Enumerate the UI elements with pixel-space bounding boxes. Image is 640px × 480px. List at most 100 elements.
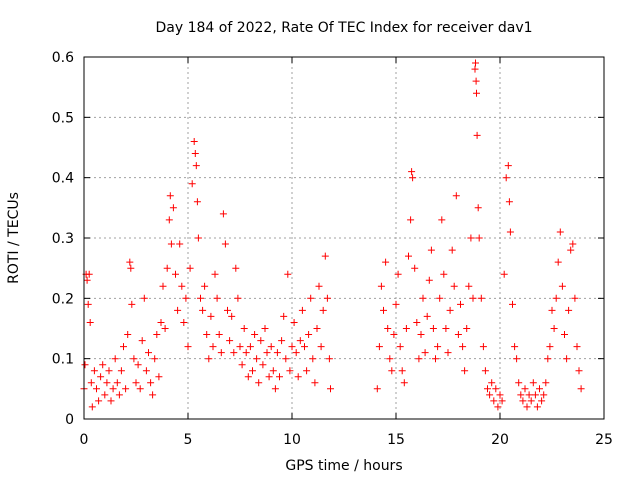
data-point xyxy=(461,367,469,375)
data-point xyxy=(569,240,577,248)
data-point xyxy=(101,391,109,399)
data-point xyxy=(151,355,159,363)
data-point xyxy=(257,337,265,345)
data-point xyxy=(128,300,136,308)
data-point xyxy=(556,228,564,236)
data-point xyxy=(440,270,448,278)
data-point xyxy=(450,282,458,290)
data-point xyxy=(429,325,437,332)
data-point xyxy=(161,325,169,332)
data-point xyxy=(219,210,227,218)
data-point xyxy=(132,379,140,387)
data-point xyxy=(552,294,560,302)
data-point xyxy=(561,331,568,338)
data-point xyxy=(315,282,323,290)
data-point xyxy=(157,319,165,326)
data-point xyxy=(515,379,523,387)
data-point xyxy=(105,367,113,375)
data-point xyxy=(120,343,127,351)
data-point xyxy=(525,391,533,399)
data-point xyxy=(511,343,519,351)
data-point xyxy=(296,337,304,345)
data-point xyxy=(311,379,319,387)
grid-lines xyxy=(84,57,604,419)
data-point xyxy=(565,306,573,314)
data-point xyxy=(193,198,201,206)
data-point xyxy=(269,367,277,375)
data-point xyxy=(186,264,194,272)
data-point xyxy=(93,385,100,393)
data-point xyxy=(294,373,302,381)
data-point xyxy=(484,385,491,393)
chart-title: Day 184 of 2022, Rate Of TEC Index for r… xyxy=(155,20,532,36)
data-point xyxy=(474,204,482,212)
data-point xyxy=(145,349,152,357)
y-tick-label: 0.3 xyxy=(52,231,74,247)
y-axis-label: ROTI / TECUs xyxy=(6,192,22,284)
data-point xyxy=(425,276,433,284)
data-point xyxy=(513,355,521,363)
data-point xyxy=(448,246,456,254)
data-point xyxy=(234,294,242,302)
data-point xyxy=(521,385,529,393)
data-point xyxy=(494,403,502,411)
y-tick-label: 0.4 xyxy=(52,171,74,187)
data-point xyxy=(211,270,219,278)
data-point xyxy=(180,319,188,326)
data-point xyxy=(107,397,115,405)
data-point xyxy=(242,349,250,357)
data-point xyxy=(111,355,119,363)
data-point xyxy=(538,397,546,405)
data-point xyxy=(509,300,516,308)
data-point xyxy=(452,192,460,200)
data-point xyxy=(548,306,556,314)
x-tick-label: 15 xyxy=(387,432,405,448)
data-point xyxy=(504,162,512,170)
data-point xyxy=(298,306,306,314)
data-point xyxy=(388,367,396,375)
data-point xyxy=(421,349,429,357)
data-point xyxy=(232,264,240,272)
data-point xyxy=(506,228,514,236)
data-point xyxy=(465,282,473,290)
data-point xyxy=(413,319,421,326)
data-point xyxy=(427,246,435,254)
data-point xyxy=(313,325,321,332)
data-point xyxy=(263,349,271,357)
data-point xyxy=(84,300,92,308)
data-point xyxy=(573,343,581,351)
data-point xyxy=(246,343,254,351)
data-point xyxy=(490,397,498,405)
data-point xyxy=(475,234,483,242)
data-point xyxy=(323,294,331,302)
data-point xyxy=(519,397,527,405)
data-point xyxy=(165,216,173,224)
data-point xyxy=(392,300,400,308)
data-point xyxy=(558,282,566,290)
data-point xyxy=(113,379,121,387)
data-point xyxy=(240,325,248,332)
data-point xyxy=(531,391,539,399)
data-point xyxy=(228,312,236,320)
data-point xyxy=(122,385,130,393)
data-point xyxy=(238,361,246,369)
y-tick-label: 0.1 xyxy=(52,352,74,368)
data-point xyxy=(384,325,392,332)
data-point xyxy=(130,355,138,363)
data-point xyxy=(432,355,439,363)
data-point xyxy=(115,391,123,399)
data-points xyxy=(80,59,585,411)
data-point xyxy=(286,367,294,375)
data-point xyxy=(407,216,415,224)
data-point xyxy=(226,337,234,345)
data-point xyxy=(554,258,562,266)
data-point xyxy=(249,367,256,375)
data-point xyxy=(85,270,93,278)
data-point xyxy=(540,391,548,399)
data-point xyxy=(197,294,204,302)
data-point xyxy=(571,294,579,302)
data-point xyxy=(402,325,410,332)
data-point xyxy=(486,391,494,399)
data-point xyxy=(394,270,402,278)
data-point xyxy=(86,319,94,326)
